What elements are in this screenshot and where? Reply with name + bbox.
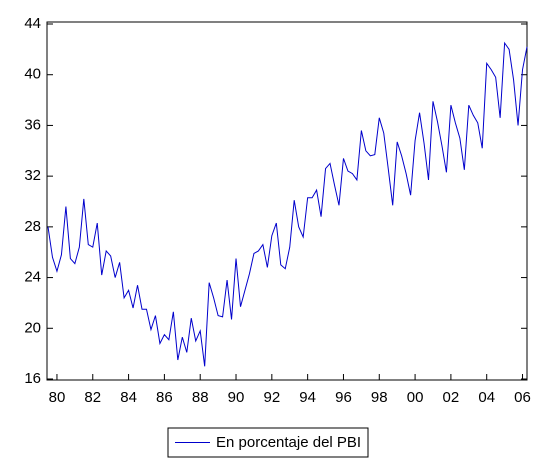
y-tick-label: 36 [24,116,41,133]
x-tick-label: 00 [407,389,424,406]
x-tick-label: 84 [120,389,137,406]
y-tick-label: 24 [24,269,41,286]
y-tick-label: 44 [24,15,41,32]
x-tick-label: 96 [335,389,352,406]
series-line [47,41,528,367]
legend-label: En porcentaje del PBI [216,434,361,451]
x-tick-label: 92 [263,389,280,406]
x-tick-label: 88 [192,389,209,406]
y-tick-label: 20 [24,319,41,336]
x-tick-label: 86 [156,389,173,406]
plot-frame [46,21,528,381]
x-tick-label: 94 [299,389,316,406]
x-tick-label: 98 [371,389,388,406]
y-tick-label: 28 [24,218,41,235]
x-tick-label: 04 [478,389,495,406]
y-tick-label: 32 [24,167,41,184]
x-tick-label: 90 [228,389,245,406]
legend: En porcentaje del PBI [167,427,369,458]
x-tick-label: 02 [443,389,460,406]
y-tick-label: 40 [24,66,41,83]
x-tick-label: 80 [49,389,66,406]
x-tick-label: 06 [514,389,531,406]
x-tick-label: 82 [84,389,101,406]
y-tick-label: 16 [24,370,41,387]
